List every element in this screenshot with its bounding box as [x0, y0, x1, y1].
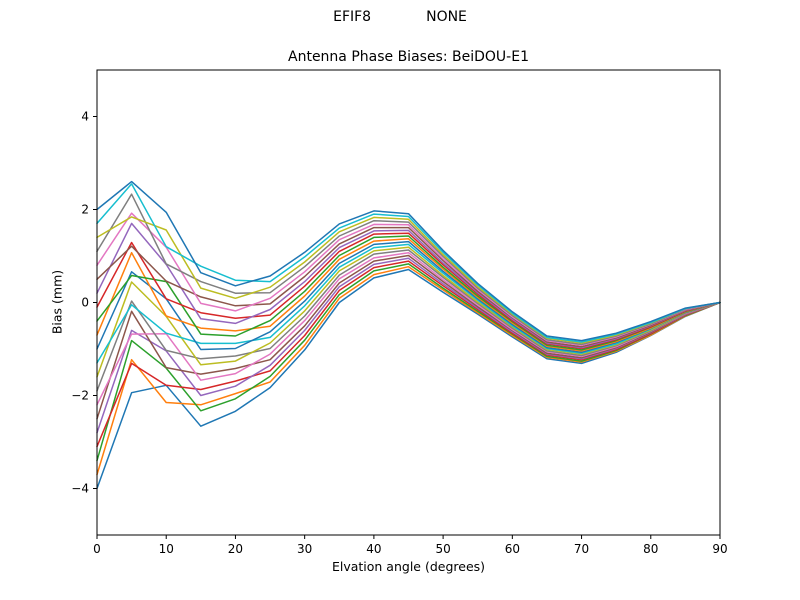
series-line-20	[96, 183, 721, 343]
series-line-13	[96, 235, 721, 351]
series-line-15	[96, 222, 721, 349]
x-tick-label: 20	[228, 542, 243, 556]
y-tick-label: 4	[81, 110, 89, 124]
x-tick-label: 50	[435, 542, 450, 556]
y-tick-label: −4	[71, 482, 89, 496]
x-tick-label: 10	[159, 542, 174, 556]
y-tick-label: 2	[81, 203, 89, 217]
y-axis-label: Bias (mm)	[49, 269, 65, 335]
figure-suptitle: EFIF8 NONE	[0, 9, 800, 26]
series-line-19	[96, 216, 721, 344]
series-line-04	[96, 260, 721, 448]
series-line-16	[96, 226, 721, 348]
x-axis-label: Elvation angle (degrees)	[331, 559, 486, 574]
series-line-21	[96, 180, 721, 342]
series-line-02	[96, 265, 721, 476]
series-line-14	[96, 232, 721, 350]
x-tick-label: 80	[643, 542, 658, 556]
series-line-17	[96, 212, 721, 347]
series-line-03	[96, 263, 721, 462]
suptitle-left: EFIF8	[333, 9, 372, 25]
series-line-12	[96, 238, 721, 352]
series-line-01	[96, 268, 721, 490]
x-tick-label: 90	[712, 542, 727, 556]
series-line-05	[96, 257, 721, 434]
series-line-10	[96, 243, 721, 364]
x-tick-label: 70	[574, 542, 589, 556]
x-tick-label: 60	[505, 542, 520, 556]
y-tick-label: 0	[81, 296, 89, 310]
series-line-18	[96, 193, 721, 346]
x-tick-label: 30	[297, 542, 312, 556]
series-line-07	[96, 251, 721, 406]
axes-title: Antenna Phase Biases: BeiDOU-E1	[288, 49, 529, 65]
x-tick-label: 40	[366, 542, 381, 556]
series-line-06	[96, 254, 721, 420]
x-tick-label: 0	[93, 542, 101, 556]
series-line-11	[96, 240, 721, 354]
series-line-09	[96, 246, 721, 378]
y-tick-label: −2	[71, 389, 89, 403]
suptitle-right: NONE	[426, 9, 467, 25]
series-line-08	[96, 249, 721, 392]
